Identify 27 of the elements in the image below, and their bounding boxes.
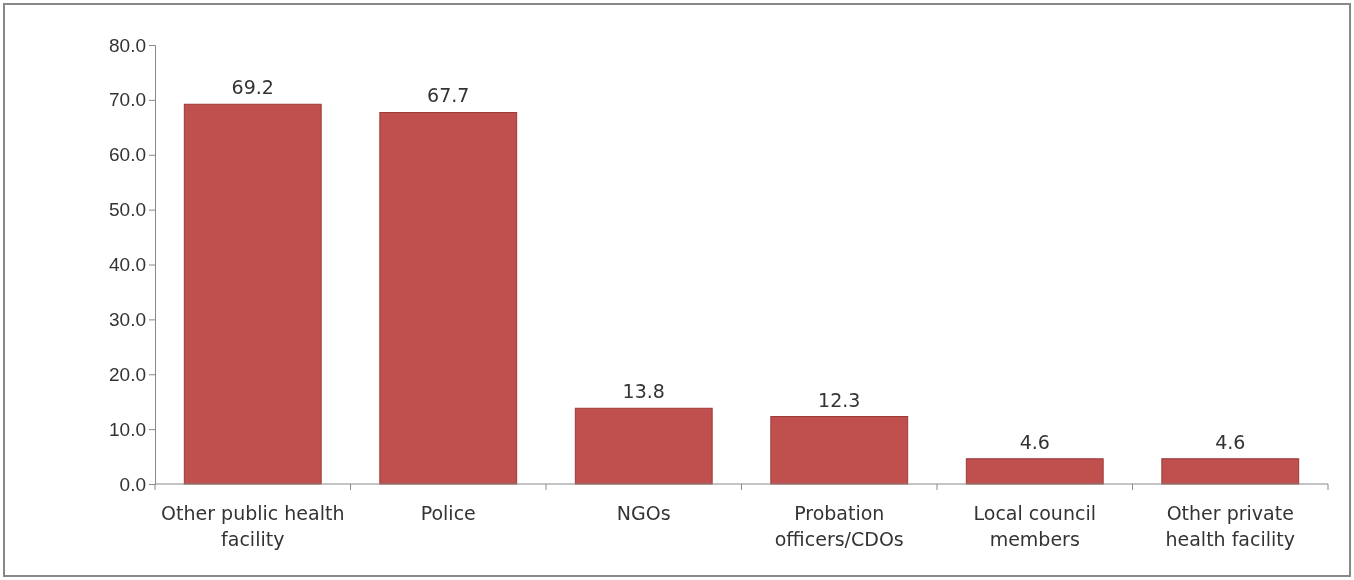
y-tick-label: 50.0 bbox=[109, 199, 146, 221]
y-tick-label: 20.0 bbox=[109, 363, 146, 385]
y-tick-label: 60.0 bbox=[109, 144, 146, 166]
bar bbox=[183, 103, 322, 485]
y-tick-label: 0.0 bbox=[119, 473, 146, 495]
y-tick-label: 40.0 bbox=[109, 254, 146, 276]
x-tick-label: Police bbox=[420, 502, 476, 524]
bar bbox=[770, 416, 909, 485]
x-tick-label: Other public health facility bbox=[161, 502, 345, 550]
bar bbox=[1161, 458, 1300, 485]
y-tick-label: 70.0 bbox=[109, 89, 146, 111]
data-label: 4.6 bbox=[1215, 430, 1246, 453]
bar bbox=[379, 112, 518, 485]
x-tick-label: Local council members bbox=[973, 502, 1096, 550]
data-label: 67.7 bbox=[427, 84, 470, 107]
data-label: 4.6 bbox=[1019, 430, 1050, 453]
y-tick-label: 80.0 bbox=[109, 34, 146, 56]
y-tick-label: 30.0 bbox=[109, 308, 146, 330]
y-tick-label: 10.0 bbox=[109, 418, 146, 440]
data-label: 12.3 bbox=[818, 388, 861, 411]
data-label: 69.2 bbox=[231, 76, 274, 99]
bar bbox=[574, 407, 713, 485]
x-tick-label: NGOs bbox=[616, 502, 671, 524]
x-tick-label: Other private health facility bbox=[1165, 502, 1295, 550]
bar bbox=[965, 458, 1104, 485]
data-label: 13.8 bbox=[622, 380, 665, 403]
x-tick-label: Probation officers/CDOs bbox=[774, 502, 904, 550]
